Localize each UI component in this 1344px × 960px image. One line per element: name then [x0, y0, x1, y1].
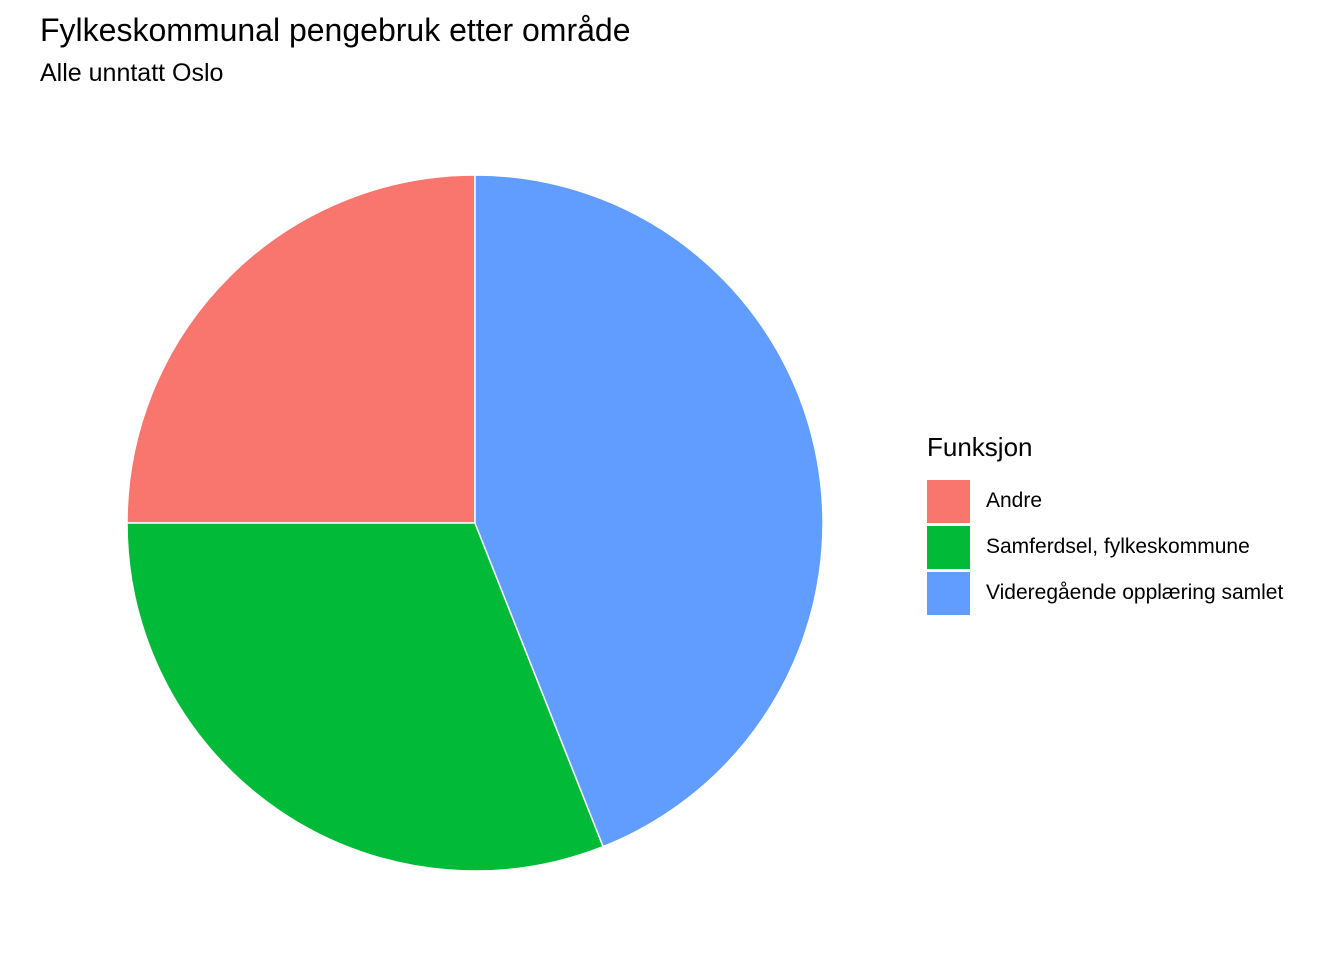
legend-item-samferdsel: Samferdsel, fylkeskommune — [927, 524, 1283, 570]
chart-title: Fylkeskommunal pengebruk etter område — [40, 12, 631, 48]
legend-swatch-samferdsel — [927, 525, 970, 569]
legend-label-andre: Andre — [986, 489, 1043, 512]
legend-swatch-videregaende — [927, 571, 970, 615]
legend-swatch-andre — [927, 479, 970, 523]
legend-label-videregaende: Videregående opplæring samlet — [986, 581, 1284, 604]
legend-item-andre: Andre — [927, 478, 1283, 524]
legend-item-videregaende: Videregående opplæring samlet — [927, 570, 1283, 616]
pie-slice-andre — [126, 174, 476, 524]
legend-label-samferdsel: Samferdsel, fylkeskommune — [986, 535, 1250, 558]
chart-subtitle: Alle unntatt Oslo — [40, 59, 224, 87]
legend-title: Funksjon — [927, 432, 1033, 462]
pie-slice-samferdsel — [126, 522, 605, 872]
pie-slice-videregaende — [474, 174, 824, 848]
legend: Funksjon Andre Samferdsel, fylkeskommune… — [927, 430, 1283, 616]
